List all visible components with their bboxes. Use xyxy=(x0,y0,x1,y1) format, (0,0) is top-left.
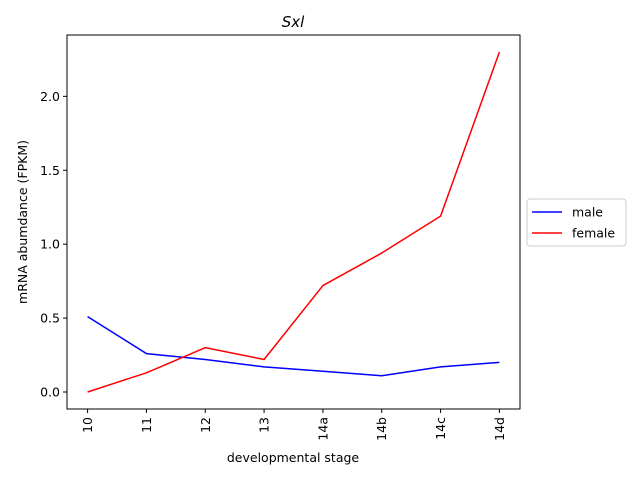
legend-label-male: male xyxy=(572,205,603,220)
legend: male female xyxy=(526,198,627,247)
chart-title: Sxl xyxy=(282,13,305,31)
x-tick-label: 11 xyxy=(139,417,154,433)
y-tick-label: 1.5 xyxy=(40,163,60,178)
axes-frame xyxy=(66,34,521,410)
y-tick-label: 2.0 xyxy=(40,89,60,104)
y-tick-label: 0.0 xyxy=(40,385,60,400)
x-tick-label: 13 xyxy=(257,417,272,433)
x-axis-label: developmental stage xyxy=(227,450,360,465)
x-tick-label: 14a xyxy=(315,417,330,441)
x-tick-label: 14c xyxy=(433,417,448,440)
legend-label-female: female xyxy=(572,226,615,241)
series-lines xyxy=(87,51,501,393)
x-tick-label: 12 xyxy=(198,417,213,433)
x-tick-label: 14b xyxy=(374,417,389,441)
legend-box xyxy=(526,198,627,247)
y-tick-label: 1.0 xyxy=(40,237,60,252)
x-tick-label: 10 xyxy=(80,417,95,433)
x-tick-label: 14d xyxy=(492,417,507,441)
series-line-male xyxy=(87,315,500,377)
y-tick-label: 0.5 xyxy=(40,311,60,326)
x-axis-ticks: 10 11 12 13 14a 14b 14c 14d xyxy=(80,409,507,441)
y-axis-label: mRNA abumdance (FPKM) xyxy=(15,140,30,304)
y-axis-ticks: 0.0 0.5 1.0 1.5 2.0 xyxy=(40,89,67,400)
series-line-female xyxy=(87,51,501,393)
